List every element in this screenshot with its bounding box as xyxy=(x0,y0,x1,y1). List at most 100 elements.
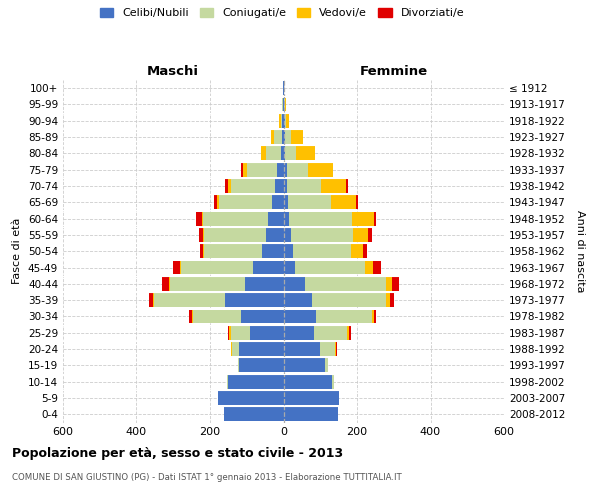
Bar xyxy=(346,179,348,193)
Bar xyxy=(288,196,331,209)
Bar xyxy=(224,408,284,422)
Bar xyxy=(291,130,302,144)
Bar xyxy=(245,277,284,291)
Legend: Celibi/Nubili, Coniugati/e, Vedovi/e, Divorziati/e: Celibi/Nubili, Coniugati/e, Vedovi/e, Di… xyxy=(95,3,469,22)
Bar xyxy=(284,375,332,388)
Bar xyxy=(196,212,202,226)
Bar xyxy=(284,293,312,307)
Bar xyxy=(284,358,325,372)
Bar xyxy=(281,146,284,160)
Bar xyxy=(284,179,287,193)
Bar xyxy=(308,163,334,176)
Bar xyxy=(169,277,170,291)
Bar xyxy=(352,212,374,226)
Bar xyxy=(374,310,376,324)
Bar xyxy=(203,228,204,242)
Bar xyxy=(225,293,284,307)
Bar xyxy=(349,326,351,340)
Bar xyxy=(180,260,181,274)
Bar xyxy=(365,260,373,274)
Bar xyxy=(284,228,291,242)
Bar xyxy=(266,228,284,242)
Bar xyxy=(272,196,284,209)
Bar xyxy=(312,293,386,307)
Bar xyxy=(229,179,232,193)
Bar xyxy=(253,260,284,274)
Bar xyxy=(386,277,392,291)
Bar xyxy=(325,358,328,372)
Bar xyxy=(203,212,268,226)
Bar xyxy=(262,244,284,258)
Bar xyxy=(232,179,275,193)
Bar xyxy=(218,391,284,405)
Bar xyxy=(230,342,232,356)
Bar xyxy=(154,293,225,307)
Bar xyxy=(274,130,281,144)
Bar xyxy=(351,244,362,258)
Bar xyxy=(372,310,374,324)
Bar xyxy=(284,114,286,128)
Bar xyxy=(271,130,274,144)
Bar xyxy=(284,98,285,112)
Bar xyxy=(204,228,266,242)
Bar xyxy=(262,146,266,160)
Bar xyxy=(241,310,284,324)
Bar xyxy=(390,293,394,307)
Bar xyxy=(296,146,315,160)
Bar xyxy=(226,179,229,193)
Bar xyxy=(321,179,346,193)
Bar xyxy=(247,163,277,176)
Bar xyxy=(289,212,352,226)
Bar xyxy=(189,310,192,324)
Bar xyxy=(243,163,247,176)
Text: Maschi: Maschi xyxy=(147,64,199,78)
Text: Femmine: Femmine xyxy=(359,64,428,78)
Bar xyxy=(219,196,272,209)
Bar xyxy=(374,212,376,226)
Bar xyxy=(286,114,289,128)
Bar xyxy=(284,408,338,422)
Bar xyxy=(373,260,380,274)
Text: COMUNE DI SAN GIUSTINO (PG) - Dati ISTAT 1° gennaio 2013 - Elaborazione TUTTITAL: COMUNE DI SAN GIUSTINO (PG) - Dati ISTAT… xyxy=(12,472,402,482)
Bar xyxy=(281,130,284,144)
Bar xyxy=(305,277,386,291)
Bar xyxy=(238,358,239,372)
Bar xyxy=(284,391,340,405)
Bar xyxy=(284,244,293,258)
Bar xyxy=(181,260,253,274)
Bar xyxy=(320,342,335,356)
Bar xyxy=(285,98,286,112)
Bar xyxy=(173,260,180,274)
Bar xyxy=(149,293,154,307)
Bar xyxy=(335,342,337,356)
Bar xyxy=(291,228,353,242)
Bar xyxy=(286,130,291,144)
Bar xyxy=(284,146,286,160)
Bar xyxy=(229,375,284,388)
Bar xyxy=(204,244,262,258)
Bar xyxy=(250,326,284,340)
Bar xyxy=(314,326,347,340)
Bar xyxy=(281,114,283,128)
Y-axis label: Fasce di età: Fasce di età xyxy=(13,218,22,284)
Bar xyxy=(193,310,241,324)
Bar xyxy=(284,212,289,226)
Bar xyxy=(284,310,316,324)
Bar xyxy=(286,146,296,160)
Bar xyxy=(217,196,219,209)
Bar xyxy=(170,277,245,291)
Bar xyxy=(200,244,203,258)
Bar xyxy=(287,179,321,193)
Bar xyxy=(192,310,193,324)
Bar xyxy=(287,163,308,176)
Bar xyxy=(202,212,203,226)
Bar xyxy=(203,244,204,258)
Bar xyxy=(332,375,334,388)
Bar xyxy=(268,212,284,226)
Bar xyxy=(284,260,295,274)
Bar xyxy=(284,196,288,209)
Y-axis label: Anni di nascita: Anni di nascita xyxy=(575,210,585,292)
Bar xyxy=(239,358,284,372)
Bar xyxy=(239,342,284,356)
Bar xyxy=(283,98,284,112)
